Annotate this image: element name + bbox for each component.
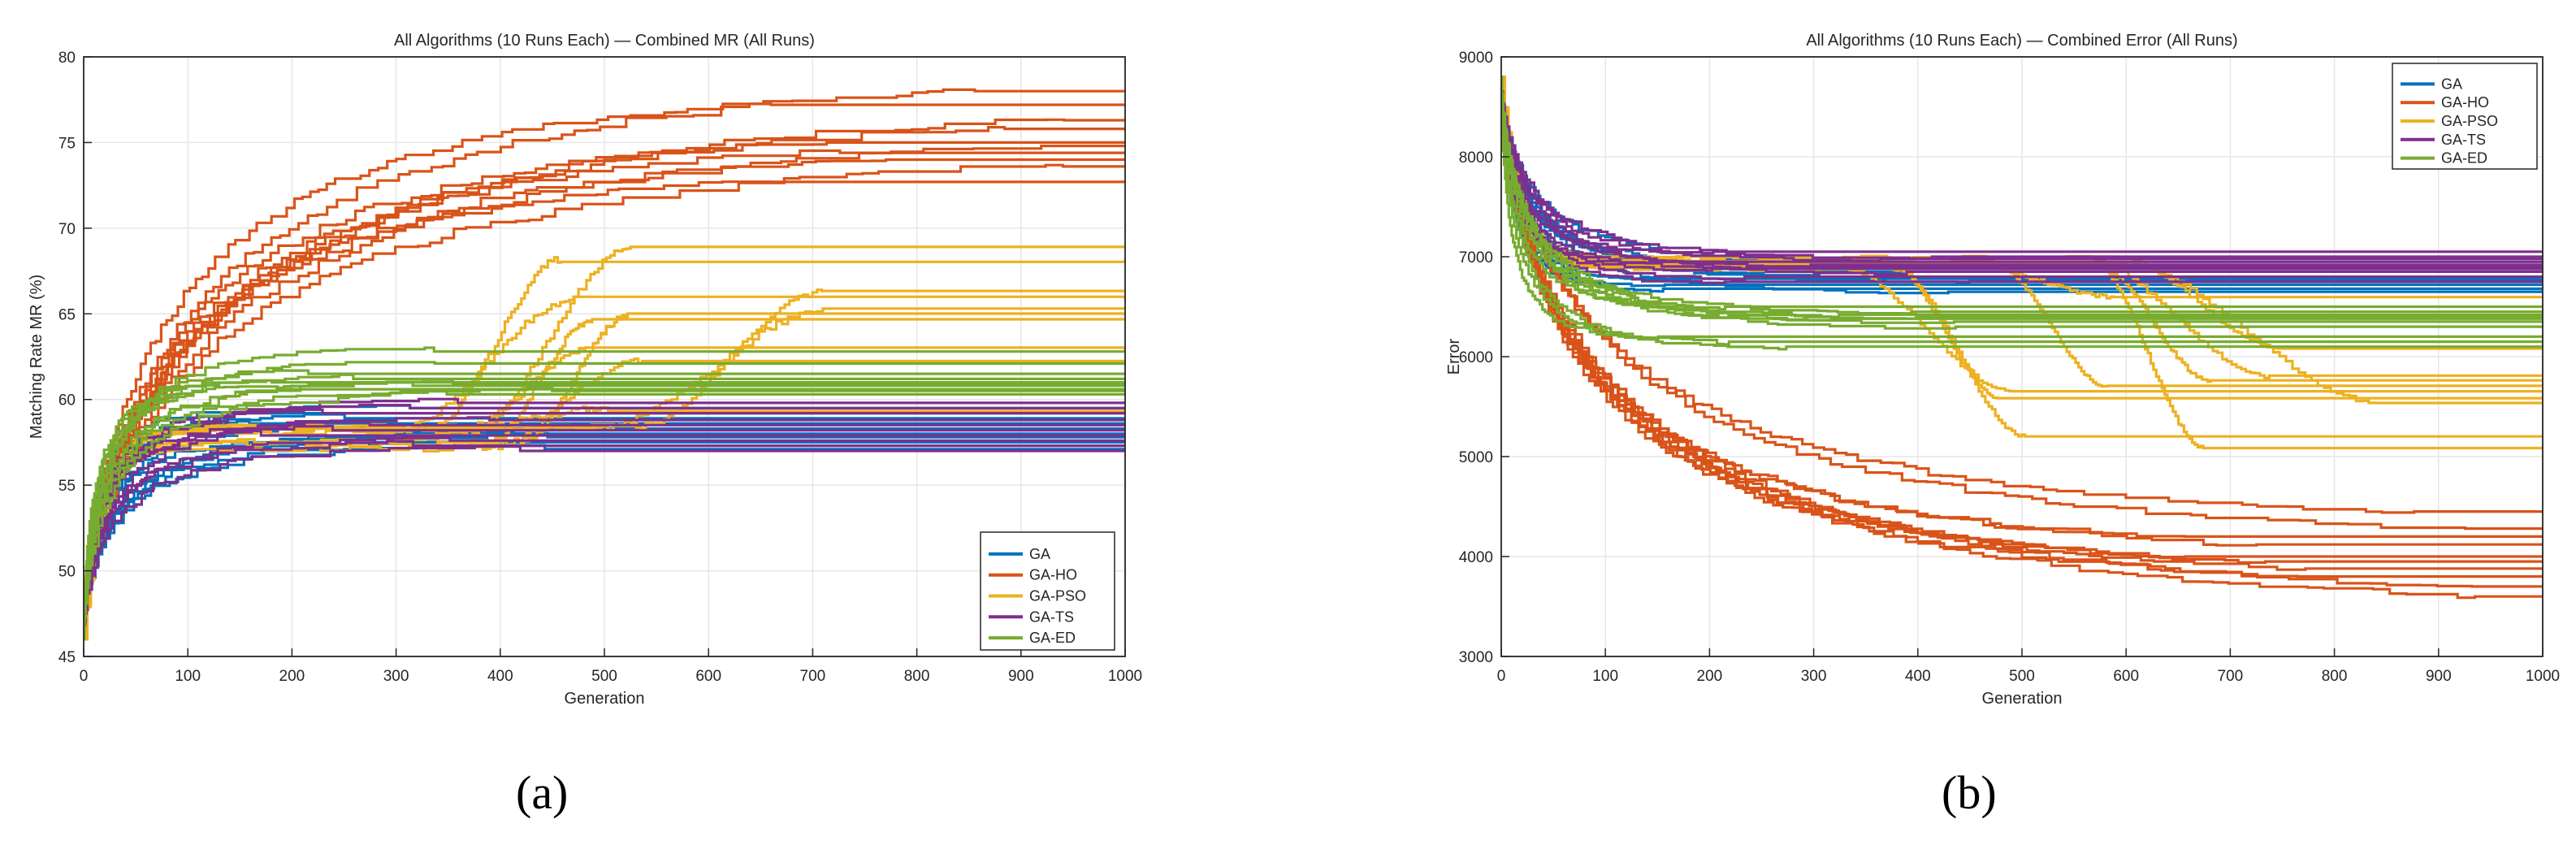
legend: GA GA-HO GA-PSO GA-TS GA-ED xyxy=(980,531,1115,651)
y-tick-label: 65 xyxy=(58,306,76,323)
x-tick-label: 700 xyxy=(2218,668,2244,685)
caption-a: (a) xyxy=(516,766,569,819)
series-line-ga-ed xyxy=(84,388,1125,641)
legend-label-ga-ho: GA-HO xyxy=(1029,567,1077,583)
x-axis-label: Generation xyxy=(1982,690,2063,708)
y-tick-label: 60 xyxy=(58,392,76,409)
legend-label-ga-ho: GA-HO xyxy=(2441,94,2489,110)
x-tick-label: 100 xyxy=(175,668,201,685)
y-tick-label: 75 xyxy=(58,135,76,152)
series-group xyxy=(84,88,1125,641)
series-line-ga-ts xyxy=(84,440,1125,641)
y-axis-label: Error xyxy=(1445,338,1463,375)
x-tick-label: 1000 xyxy=(2526,668,2560,685)
x-tick-label: 300 xyxy=(383,668,409,685)
x-tick-label: 1000 xyxy=(1108,668,1142,685)
x-tick-label: 400 xyxy=(1905,668,1931,685)
x-tick-label: 900 xyxy=(2426,668,2452,685)
legend-label-ga-pso: GA-PSO xyxy=(2441,113,2498,129)
y-tick-label: 45 xyxy=(58,649,76,666)
series-line-ga-ed xyxy=(1501,76,2543,320)
y-tick-label: 8000 xyxy=(1459,149,1493,167)
series-line-ga-ts xyxy=(1501,76,2543,260)
y-tick-label: 5000 xyxy=(1459,449,1493,466)
x-tick-label: 500 xyxy=(591,668,617,685)
x-tick-label: 100 xyxy=(1592,668,1618,685)
legend-label-ga: GA xyxy=(2441,76,2462,92)
y-tick-label: 3000 xyxy=(1459,649,1493,666)
series-line-ga-ed xyxy=(84,379,1125,641)
series-line-ga-ts xyxy=(1501,76,2543,268)
x-tick-label: 200 xyxy=(279,668,305,685)
y-tick-label: 55 xyxy=(58,478,76,495)
series-line-ga-ts xyxy=(1501,76,2543,276)
y-tick-label: 7000 xyxy=(1459,249,1493,266)
y-tick-label: 6000 xyxy=(1459,349,1493,366)
legend-box xyxy=(980,531,1115,651)
series-line-ga-ed xyxy=(84,346,1125,641)
legend-label-ga-pso: GA-PSO xyxy=(1029,588,1086,604)
chart-title: All Algorithms (10 Runs Each) — Combined… xyxy=(394,32,815,50)
legend-box xyxy=(2392,63,2538,170)
legend-label-ga-ts: GA-TS xyxy=(2441,132,2486,148)
series-line-ga-ed xyxy=(1501,76,2543,341)
x-tick-label: 300 xyxy=(1801,668,1827,685)
chart-error: 0 100 200 300 400 500 600 700 800 900 1000 3000 4000… xyxy=(1445,32,2560,708)
x-tick-label: 0 xyxy=(1497,668,1506,685)
series-line-ga-ed xyxy=(1501,76,2543,351)
series-line-ga-ho xyxy=(84,141,1125,641)
x-tick-label: 700 xyxy=(800,668,826,685)
y-tick-label: 9000 xyxy=(1459,50,1493,67)
series-line-ga-ed xyxy=(1501,76,2543,330)
x-tick-label: 800 xyxy=(2322,668,2348,685)
legend-label-ga-ed: GA-ED xyxy=(1029,630,1076,646)
series-line-ga-ed xyxy=(1501,76,2543,324)
legend-label-ga: GA xyxy=(1029,546,1050,562)
x-tick-label: 0 xyxy=(80,668,89,685)
legend-label-ga-ts: GA-TS xyxy=(1029,609,1074,625)
x-tick-label: 400 xyxy=(487,668,513,685)
x-axis-label: Generation xyxy=(565,690,645,708)
x-tick-label: 500 xyxy=(2009,668,2035,685)
y-tick-label: 70 xyxy=(58,221,76,238)
series-group xyxy=(1501,76,2543,600)
y-axis-label: Matching Rate MR (%) xyxy=(28,275,45,439)
legend-label-ga-ed: GA-ED xyxy=(2441,150,2487,167)
x-tick-label: 200 xyxy=(1697,668,1723,685)
y-tick-label: 4000 xyxy=(1459,549,1493,566)
chart-mr: 0 100 200 300 400 500 600 700 800 900 1000 45 50 55 60… xyxy=(28,32,1142,708)
y-tick-label: 80 xyxy=(58,50,76,67)
legend: GA GA-HO GA-PSO GA-TS GA-ED xyxy=(2392,63,2538,170)
x-tick-label: 900 xyxy=(1008,668,1034,685)
caption-b: (b) xyxy=(1942,766,1997,819)
series-line-ga-ed xyxy=(84,385,1125,641)
chart-title: All Algorithms (10 Runs Each) — Combined… xyxy=(1806,32,2237,50)
x-tick-label: 600 xyxy=(695,668,721,685)
x-tick-label: 600 xyxy=(2113,668,2139,685)
y-tick-label: 50 xyxy=(58,564,76,581)
series-line-ga-ho xyxy=(84,149,1125,641)
x-tick-label: 800 xyxy=(904,668,930,685)
series-line-ga-ho xyxy=(1501,76,2543,578)
series-line-ga-ts xyxy=(84,444,1125,641)
